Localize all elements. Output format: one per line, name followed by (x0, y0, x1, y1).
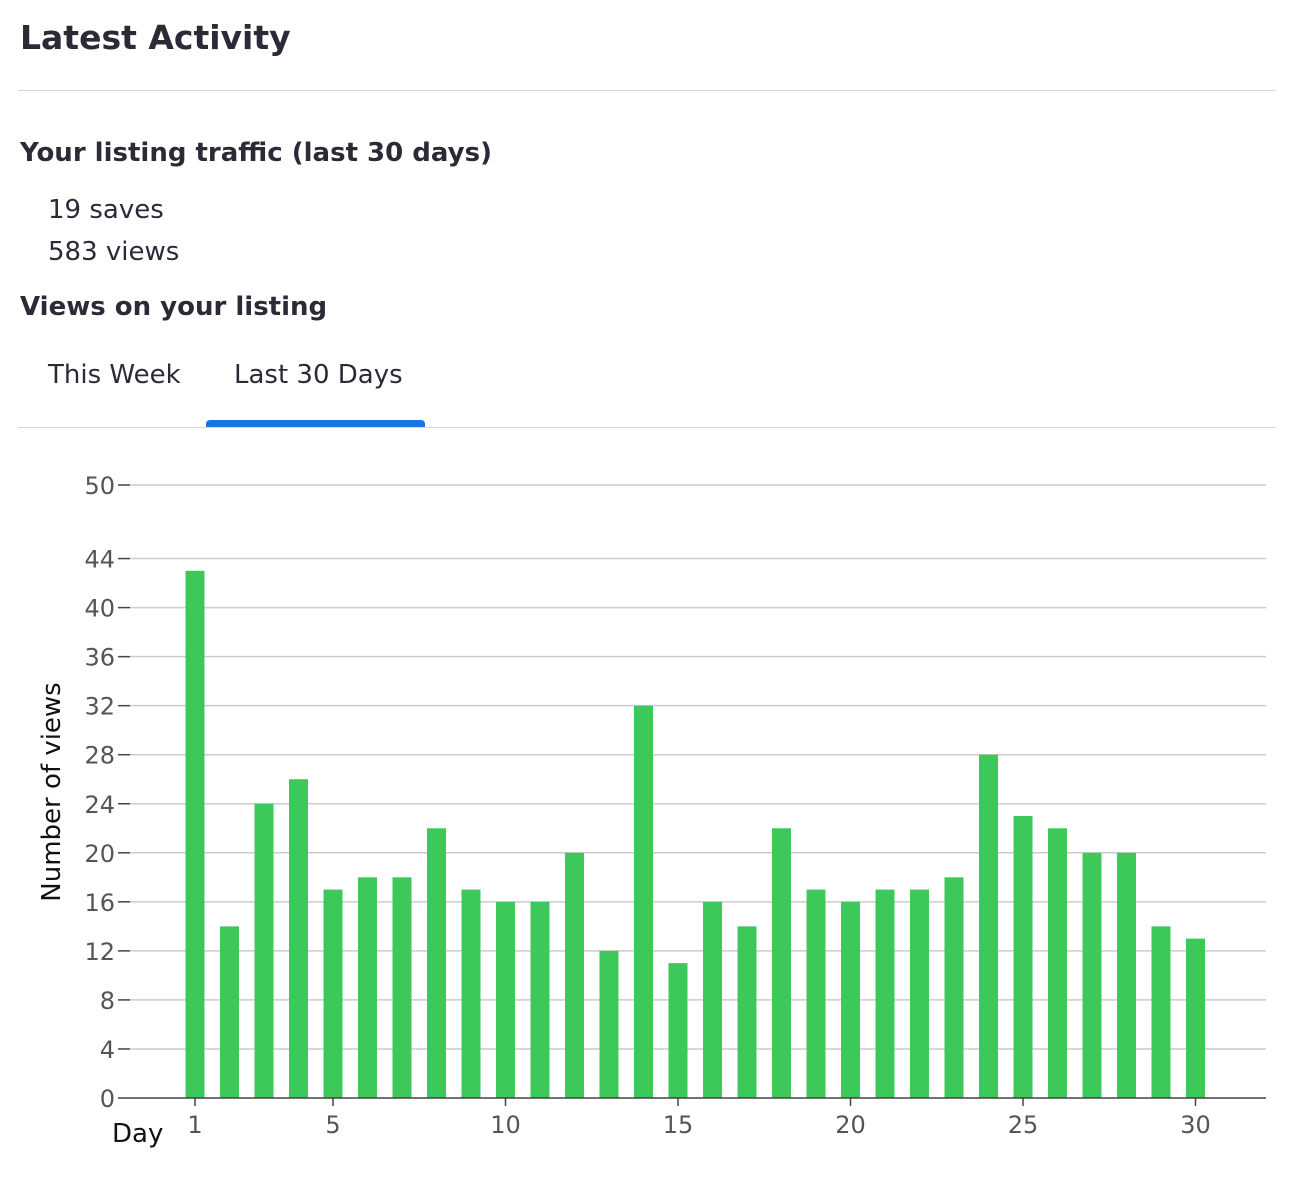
x-tick-label: 25 (1008, 1111, 1039, 1139)
x-tick-label: 5 (325, 1111, 340, 1139)
x-tick-label: 20 (835, 1111, 866, 1139)
views-count: 583 views (48, 237, 180, 267)
y-tick-label: 8 (100, 987, 115, 1015)
bar-day-25 (1013, 816, 1033, 1098)
saves-count: 19 saves (48, 195, 164, 225)
bar-day-18 (772, 828, 791, 1098)
bar-day-22 (910, 889, 929, 1098)
bar-day-24 (979, 754, 998, 1098)
y-tick-label: 28 (84, 742, 115, 770)
bar-day-13 (599, 950, 619, 1098)
tabs-divider (18, 427, 1276, 428)
bar-day-21 (875, 889, 895, 1098)
chart-gridlines (130, 484, 1266, 1050)
bar-day-12 (565, 852, 584, 1098)
traffic-heading: Your listing traffic (last 30 days) (20, 138, 492, 168)
y-tick-label: 40 (84, 595, 115, 623)
bar-day-6 (358, 877, 377, 1098)
y-tick-label: 20 (84, 840, 115, 868)
chart-bars (185, 570, 1205, 1098)
bar-day-8 (427, 828, 446, 1098)
y-tick-label: 0 (100, 1085, 115, 1113)
bar-day-28 (1117, 852, 1136, 1098)
bar-day-10 (496, 901, 515, 1098)
bar-day-14 (634, 705, 653, 1098)
bar-day-17 (737, 926, 757, 1098)
y-tick-label: 32 (84, 693, 115, 721)
tab-last-30-days[interactable]: Last 30 Days (234, 360, 403, 390)
bar-day-30 (1186, 938, 1205, 1098)
bar-day-4 (289, 779, 308, 1098)
bar-day-2 (220, 926, 239, 1098)
y-tick-label: 12 (84, 938, 115, 966)
y-tick-label: 16 (84, 889, 115, 917)
bar-day-16 (703, 901, 722, 1098)
bar-day-15 (668, 963, 688, 1098)
bar-day-1 (185, 570, 205, 1098)
bar-day-29 (1151, 926, 1171, 1098)
bar-day-20 (841, 901, 860, 1098)
y-tick-label: 50 (84, 472, 115, 500)
bar-day-5 (323, 889, 343, 1098)
bar-day-7 (392, 877, 412, 1098)
bar-day-11 (530, 901, 550, 1098)
header-divider (18, 90, 1276, 91)
y-tick-label: 4 (100, 1036, 115, 1064)
x-tick-label: 1 (187, 1111, 202, 1139)
y-tick-label: 24 (84, 791, 115, 819)
views-heading: Views on your listing (20, 292, 328, 322)
bar-day-19 (806, 889, 826, 1098)
y-tick-label: 44 (84, 546, 115, 574)
bar-day-3 (254, 803, 274, 1098)
y-axis-title: Number of views (37, 682, 67, 901)
bar-day-27 (1082, 852, 1102, 1098)
section-title: Latest Activity (20, 18, 291, 57)
bar-day-23 (944, 877, 964, 1098)
tab-this-week[interactable]: This Week (48, 360, 181, 390)
x-axis-title: Day (112, 1119, 163, 1149)
x-tick-label: 15 (663, 1111, 694, 1139)
bar-day-26 (1048, 828, 1067, 1098)
bar-day-9 (461, 889, 481, 1098)
y-tick-label: 36 (84, 644, 115, 672)
x-tick-label: 10 (490, 1111, 521, 1139)
x-tick-label: 30 (1180, 1111, 1211, 1139)
active-tab-indicator (206, 420, 425, 427)
